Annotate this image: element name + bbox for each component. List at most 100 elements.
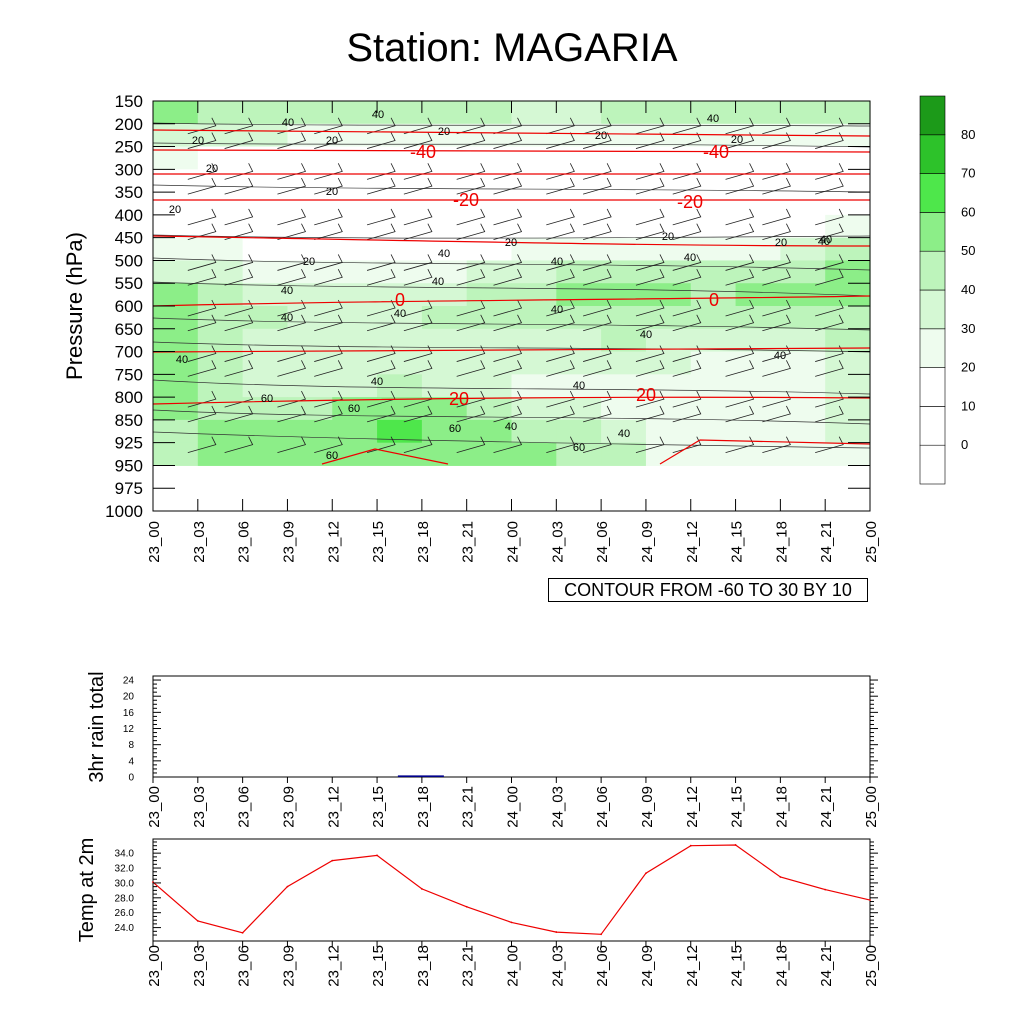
colorbar-label: 70 [961, 166, 975, 181]
time-tick-label: 24_15 [729, 521, 746, 563]
humidity-cell [332, 419, 378, 444]
humidity-cell [511, 351, 557, 375]
wind-barb [187, 314, 217, 332]
wind-barb [314, 269, 343, 286]
humidity-cell [466, 374, 513, 398]
temp-y-tick-label: 28.0 [115, 893, 135, 904]
temp-panel: 24.0 26.0 28.0 30.0 32.0 34.0 23_00 23_03 23_06 2… [76, 838, 880, 987]
humidity-cell [287, 192, 333, 216]
wind-barb [815, 208, 844, 226]
wind-barb [725, 208, 755, 226]
humidity-cell [153, 306, 199, 330]
rain-bar [397, 775, 444, 777]
wind-barb [277, 360, 307, 377]
humidity-cell [556, 442, 602, 467]
wind-barb [583, 117, 612, 135]
wind-barb [725, 299, 755, 317]
humidity-cell [735, 397, 781, 421]
rain-y-tick-label: 24 [123, 676, 135, 687]
humidity-contour-line [152, 431, 871, 449]
humidity-cell [242, 442, 289, 467]
humidity-cell [511, 146, 557, 170]
humidity-cell [601, 214, 647, 239]
temperature-labels: -40 -40 -20 -20 0 0 20 20 [395, 142, 729, 409]
wind-barb [672, 314, 702, 332]
wind-barb [224, 436, 254, 454]
time-tick-label: 23_15 [370, 521, 387, 563]
humidity-cell [825, 101, 871, 125]
time-tick-label: 23_00 [146, 521, 163, 563]
humidity-cell [645, 419, 692, 444]
wind-barb [493, 269, 523, 286]
humidity-cell [332, 306, 378, 330]
wind-barb [583, 132, 612, 149]
temp-point [420, 887, 423, 890]
pressure-axis-label: Pressure (hPa) [62, 232, 87, 380]
pressure-tick-label: 1000 [105, 502, 143, 521]
wind-barb [366, 208, 396, 226]
wind-barb [762, 436, 791, 454]
wind-barb [546, 132, 575, 149]
wind-barb [456, 390, 486, 408]
humidity-cell [287, 306, 333, 330]
wind-barb [366, 405, 396, 423]
humidity-cell [780, 260, 826, 284]
pressure-axis: 1502002503003504004505005506006507007508… [105, 92, 870, 521]
humidity-cell [780, 397, 826, 421]
wind-barb [762, 208, 791, 226]
temp-y-tick-label: 30.0 [115, 878, 135, 889]
humidity-cell [287, 442, 333, 467]
wind-barb [546, 269, 575, 286]
wind-barb [815, 163, 844, 180]
temp-x-tick-label: 24_06 [594, 945, 611, 987]
wind-barb [635, 208, 665, 226]
temp-point [241, 931, 244, 934]
rain-x-tick-label: 23_06 [236, 786, 253, 828]
humidity-cell [287, 214, 333, 239]
humidity-cell [242, 351, 289, 375]
colorbar-label: 40 [961, 282, 975, 297]
contour-label: 40 [282, 117, 294, 129]
temp-x-tick-label: 23_09 [280, 945, 297, 987]
humidity-cell [511, 419, 557, 444]
wind-barb [224, 208, 254, 226]
humidity-cell [377, 123, 423, 148]
humidity-cell [197, 351, 244, 375]
humidity-cell [377, 214, 423, 239]
wind-barb [403, 436, 433, 454]
pressure-tick-label: 400 [115, 206, 143, 225]
wind-barb [583, 254, 612, 271]
humidity-cell [825, 306, 871, 330]
rain-x-tick-label: 23_00 [146, 786, 163, 828]
humidity-cell [780, 146, 826, 170]
humidity-cell [645, 397, 692, 421]
humidity-contour-line [152, 281, 871, 297]
wind-barb [493, 436, 523, 454]
humidity-cell [421, 283, 468, 307]
humidity-cell [690, 306, 737, 330]
humidity-cell [735, 260, 781, 284]
wind-barb [546, 360, 575, 377]
contour-label: 40 [505, 421, 517, 433]
humidity-contour-line [152, 379, 871, 395]
wind-barb [493, 390, 523, 408]
wind-barb [583, 390, 612, 408]
time-axis: 23_00 23_03 23_06 23_09 23_12 23_15 23_18 23_21… [146, 101, 880, 563]
humidity-cell [556, 351, 602, 375]
temp-x-tick-label: 23_12 [325, 945, 342, 987]
wind-barb [224, 177, 254, 195]
humidity-cell [511, 374, 557, 398]
wind-barb [725, 223, 755, 241]
pressure-tick-label: 650 [115, 320, 143, 339]
humidity-cell [287, 328, 333, 353]
rain-y-tick-label: 8 [128, 740, 134, 751]
humidity-cell [825, 374, 871, 398]
humidity-cell [421, 328, 468, 353]
humidity-cell [466, 123, 513, 148]
temp-y-tick-label: 26.0 [115, 908, 135, 919]
humidity-cell [825, 328, 871, 353]
humidity-cell [511, 101, 557, 125]
humidity-cell [735, 146, 781, 170]
wind-barb [583, 436, 612, 454]
humidity-cell [556, 328, 602, 353]
